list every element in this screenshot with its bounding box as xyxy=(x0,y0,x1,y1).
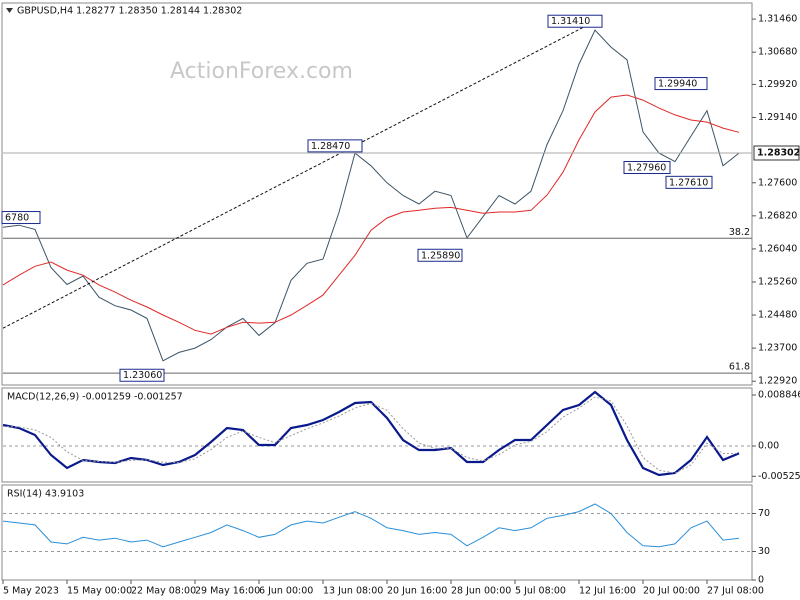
y-tick-label: 1.26040 xyxy=(758,243,797,254)
trendline xyxy=(2,20,596,329)
y-tick-label: 1.27600 xyxy=(758,177,797,188)
x-tick-label: 22 May 08:00 xyxy=(131,586,196,597)
y-tick-label: 1.22920 xyxy=(758,376,797,387)
x-tick-label: 5 May 2023 xyxy=(3,586,59,597)
series-line xyxy=(2,94,740,335)
y-tick-label: 1.24480 xyxy=(758,310,797,321)
last-price-box xyxy=(753,145,800,161)
watermark: ActionForex.com xyxy=(170,59,353,84)
last-price-label: 1.28302 xyxy=(757,148,800,159)
macd-panel xyxy=(1,387,753,483)
price-annotation: 6780 xyxy=(5,213,29,224)
macd-title: MACD(12,26,9) -0.001259 -0.001257 xyxy=(7,392,183,403)
x-tick-label: 5 Jul 08:00 xyxy=(515,586,566,597)
rsi-panel xyxy=(1,484,753,581)
price-annotation: 1.27610 xyxy=(669,177,708,188)
price-annotation: 1.23060 xyxy=(123,370,162,381)
price-annotation-box xyxy=(665,175,713,189)
price-annotation: 1.27960 xyxy=(627,163,666,174)
y-tick-label: -0.005252 xyxy=(758,471,800,482)
price-annotation-box xyxy=(417,248,463,262)
x-tick-label: 13 Jun 08:00 xyxy=(323,586,383,597)
price-annotation: 1.31410 xyxy=(551,16,590,27)
price-annotation-box xyxy=(623,161,671,175)
y-tick-label: 0.008846 xyxy=(758,390,800,401)
fib-label: 61.8 xyxy=(729,362,750,373)
x-tick-label: 20 Jul 00:00 xyxy=(643,586,700,597)
y-tick-label: 1.23700 xyxy=(758,343,797,354)
price-annotation-box xyxy=(119,368,165,382)
series-line xyxy=(2,503,740,548)
price-annotation-box xyxy=(654,77,708,91)
fib-label: 38.2 xyxy=(729,227,750,238)
price-annotation: 1.28470 xyxy=(311,141,350,152)
y-tick-label: 1.30680 xyxy=(758,47,797,58)
price-annotation: 1.29940 xyxy=(658,79,697,90)
series-line xyxy=(2,29,740,362)
x-tick-label: 12 Jul 16:00 xyxy=(579,586,636,597)
x-tick-label: 27 Jul 08:00 xyxy=(707,586,764,597)
y-tick-label: 1.29140 xyxy=(758,112,797,123)
price-annotation-box xyxy=(547,14,603,28)
y-tick-label: 1.31460 xyxy=(758,14,797,25)
y-tick-label: 70 xyxy=(758,508,770,519)
y-tick-label: 1.26820 xyxy=(758,210,797,221)
main-panel xyxy=(1,2,753,386)
y-tick-label: 0 xyxy=(758,575,764,586)
price-annotation: 1.25890 xyxy=(421,250,460,261)
price-annotation-box xyxy=(307,139,363,153)
y-tick-label: 30 xyxy=(758,546,770,557)
y-tick-label: 0.00 xyxy=(758,441,779,452)
series-line xyxy=(2,396,740,474)
y-tick-label: 1.25260 xyxy=(758,276,797,287)
x-tick-label: 28 Jun 00:00 xyxy=(451,586,511,597)
symbol-icon xyxy=(6,8,13,13)
rsi-title: RSI(14) 43.9103 xyxy=(7,489,84,500)
x-tick-label: 20 Jun 16:00 xyxy=(387,586,447,597)
series-line xyxy=(2,390,740,477)
chart-title: GBPUSD,H4 1.28277 1.28350 1.28144 1.2830… xyxy=(17,6,242,17)
price-annotation-box xyxy=(1,211,41,225)
x-tick-label: 15 May 00:00 xyxy=(67,586,132,597)
x-tick-label: 6 Jun 00:00 xyxy=(259,586,313,597)
y-tick-label: 1.29920 xyxy=(758,79,797,90)
x-tick-label: 29 May 16:00 xyxy=(195,586,260,597)
